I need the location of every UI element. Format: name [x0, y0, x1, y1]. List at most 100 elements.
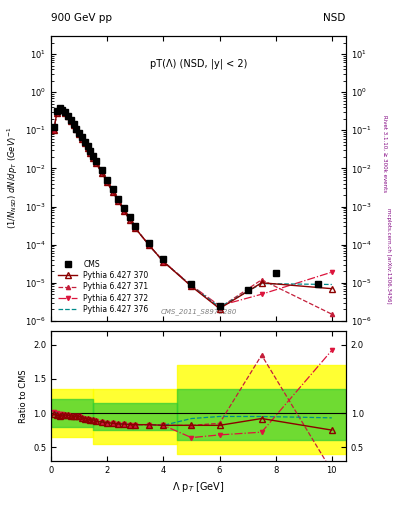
Text: Rivet 3.1.10, ≥ 300k events: Rivet 3.1.10, ≥ 300k events	[382, 115, 387, 192]
Pythia 6.427 370	[217, 306, 222, 312]
Pythia 6.427 376	[147, 242, 152, 248]
CMS	[51, 124, 56, 131]
Pythia 6.427 376	[60, 107, 65, 113]
CMS	[91, 153, 95, 159]
CMS	[99, 167, 104, 173]
Pythia 6.427 371	[66, 114, 70, 120]
Pythia 6.427 371	[71, 122, 76, 128]
Pythia 6.427 371	[88, 150, 93, 156]
Line: Pythia 6.427 376: Pythia 6.427 376	[54, 109, 332, 307]
Pythia 6.427 370	[68, 117, 73, 123]
CMS	[116, 196, 121, 202]
Pythia 6.427 372	[94, 160, 98, 166]
Pythia 6.427 371	[94, 160, 98, 166]
Pythia 6.427 376	[88, 150, 93, 156]
Pythia 6.427 376	[77, 131, 81, 137]
CMS	[80, 134, 84, 140]
Pythia 6.427 370	[259, 280, 264, 286]
CMS	[77, 130, 81, 136]
Pythia 6.427 376	[68, 117, 73, 123]
CMS	[71, 120, 76, 126]
Text: NSD: NSD	[323, 13, 346, 23]
Text: 900 GeV pp: 900 GeV pp	[51, 13, 112, 23]
Pythia 6.427 372	[259, 291, 264, 297]
CMS	[54, 108, 59, 114]
Pythia 6.427 371	[127, 217, 132, 223]
Pythia 6.427 372	[71, 122, 76, 128]
Pythia 6.427 370	[94, 160, 98, 166]
Pythia 6.427 372	[161, 259, 166, 265]
Pythia 6.427 371	[74, 126, 79, 133]
Pythia 6.427 376	[83, 140, 87, 146]
CMS	[133, 223, 138, 229]
Pythia 6.427 372	[54, 110, 59, 116]
Pythia 6.427 372	[77, 131, 81, 137]
Pythia 6.427 376	[133, 225, 138, 231]
Y-axis label: Ratio to CMS: Ratio to CMS	[18, 369, 28, 423]
Pythia 6.427 371	[259, 276, 264, 283]
Pythia 6.427 376	[259, 281, 264, 287]
CMS	[85, 143, 90, 150]
CMS	[105, 177, 110, 183]
Pythia 6.427 372	[127, 217, 132, 223]
X-axis label: Λ p$_T$ [GeV]: Λ p$_T$ [GeV]	[172, 480, 225, 494]
Pythia 6.427 372	[329, 269, 334, 275]
CMS	[122, 205, 127, 211]
Pythia 6.427 376	[63, 110, 68, 116]
CMS	[316, 282, 320, 288]
Pythia 6.427 376	[66, 114, 70, 120]
Pythia 6.427 372	[122, 207, 127, 214]
Line: CMS: CMS	[51, 105, 321, 309]
Pythia 6.427 370	[80, 136, 84, 142]
Pythia 6.427 376	[94, 160, 98, 166]
Pythia 6.427 371	[51, 127, 56, 133]
Pythia 6.427 372	[68, 117, 73, 123]
Pythia 6.427 376	[189, 283, 194, 289]
Pythia 6.427 372	[83, 140, 87, 146]
Pythia 6.427 371	[80, 136, 84, 142]
Pythia 6.427 376	[51, 127, 56, 133]
Text: CMS_2011_S8978280: CMS_2011_S8978280	[160, 308, 237, 315]
Pythia 6.427 370	[57, 106, 62, 112]
Pythia 6.427 370	[63, 110, 68, 116]
Pythia 6.427 376	[217, 304, 222, 310]
CMS	[189, 281, 194, 287]
Pythia 6.427 376	[91, 155, 95, 161]
CMS	[57, 105, 62, 111]
Pythia 6.427 371	[68, 117, 73, 123]
Pythia 6.427 371	[329, 311, 334, 317]
Pythia 6.427 372	[110, 189, 115, 195]
Pythia 6.427 371	[63, 110, 68, 116]
Pythia 6.427 376	[85, 145, 90, 151]
Pythia 6.427 372	[147, 242, 152, 248]
Pythia 6.427 370	[133, 225, 138, 231]
Pythia 6.427 376	[127, 217, 132, 223]
Pythia 6.427 370	[122, 207, 127, 214]
Line: Pythia 6.427 371: Pythia 6.427 371	[52, 107, 334, 316]
Pythia 6.427 370	[60, 107, 65, 113]
Text: pT(Λ) (NSD, |y| < 2): pT(Λ) (NSD, |y| < 2)	[150, 59, 247, 69]
Pythia 6.427 376	[71, 122, 76, 128]
Y-axis label: $(1/N_{NSD})\ dN/dp_T\ (GeV)^{-1}$: $(1/N_{NSD})\ dN/dp_T\ (GeV)^{-1}$	[5, 127, 20, 229]
Pythia 6.427 371	[91, 155, 95, 161]
Pythia 6.427 371	[161, 259, 166, 265]
Pythia 6.427 371	[133, 225, 138, 231]
Pythia 6.427 371	[116, 198, 121, 204]
CMS	[217, 303, 222, 309]
Pythia 6.427 370	[77, 131, 81, 137]
Pythia 6.427 370	[74, 126, 79, 133]
Pythia 6.427 376	[99, 169, 104, 176]
CMS	[110, 186, 115, 193]
Pythia 6.427 372	[51, 127, 56, 133]
Pythia 6.427 372	[133, 225, 138, 231]
Pythia 6.427 376	[122, 207, 127, 214]
Pythia 6.427 370	[147, 242, 152, 248]
Pythia 6.427 370	[83, 140, 87, 146]
Pythia 6.427 376	[110, 189, 115, 195]
Pythia 6.427 370	[127, 217, 132, 223]
Pythia 6.427 371	[57, 106, 62, 112]
Line: Pythia 6.427 372: Pythia 6.427 372	[52, 107, 334, 308]
Pythia 6.427 371	[77, 131, 81, 137]
Pythia 6.427 370	[110, 189, 115, 195]
CMS	[94, 158, 98, 164]
